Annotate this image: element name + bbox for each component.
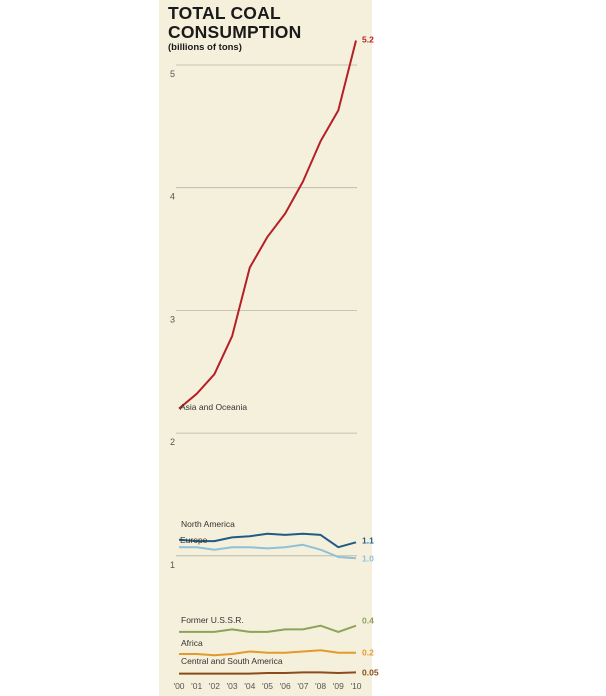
series-name-label: Former U.S.S.R. — [181, 615, 244, 625]
chart-panel — [159, 0, 372, 696]
chart-title: TOTAL COAL CONSUMPTION — [168, 3, 302, 42]
series-lines — [178, 40, 357, 675]
series-line — [179, 649, 356, 657]
series-end-value: 1.0 — [362, 553, 374, 563]
chart-subtitle: (billions of tons) — [168, 42, 242, 53]
series-end-value: 0.4 — [362, 616, 374, 626]
x-tick-label: '01 — [191, 681, 202, 691]
y-tick-label: 1 — [170, 560, 175, 570]
series-name-label: Europe — [180, 535, 208, 545]
series-name-label: Central and South America — [181, 656, 283, 666]
gridlines — [176, 64, 357, 557]
x-axis-ticks: '00 '01 '02 '03 '04 '05 '06 '07 '08 '09 '10 — [173, 681, 361, 691]
series-line — [179, 543, 357, 560]
y-axis-ticks: 1 2 3 4 5 — [170, 69, 175, 570]
x-tick-label: '10 — [350, 681, 361, 691]
x-tick-label: '02 — [209, 681, 220, 691]
x-tick-label: '07 — [297, 681, 308, 691]
x-tick-label: '00 — [173, 681, 184, 691]
y-tick-label: 4 — [170, 192, 175, 202]
x-tick-label: '04 — [244, 681, 255, 691]
series-name-label: North America — [181, 519, 235, 529]
y-tick-label: 5 — [170, 69, 175, 79]
series-line — [179, 624, 357, 633]
series-end-value: 5.2 — [362, 34, 374, 44]
series-line — [178, 40, 357, 410]
x-tick-label: '08 — [315, 681, 326, 691]
series-end-value: 1.1 — [362, 535, 374, 545]
y-tick-label: 2 — [170, 437, 175, 447]
x-tick-label: '03 — [227, 681, 238, 691]
x-tick-label: '06 — [280, 681, 291, 691]
y-tick-label: 3 — [170, 314, 175, 324]
x-tick-label: '09 — [333, 681, 344, 691]
series-end-value: 0.2 — [362, 648, 374, 658]
series-line — [178, 532, 357, 549]
series-name-label: Asia and Oceania — [180, 402, 247, 412]
series-name-label: Africa — [181, 638, 203, 648]
x-tick-label: '05 — [262, 681, 273, 691]
series-end-value: 0.05 — [362, 667, 379, 677]
series-labels: Asia and Oceania 5.2 North America 1.1 Europ… — [180, 34, 379, 677]
series-line — [179, 671, 357, 675]
